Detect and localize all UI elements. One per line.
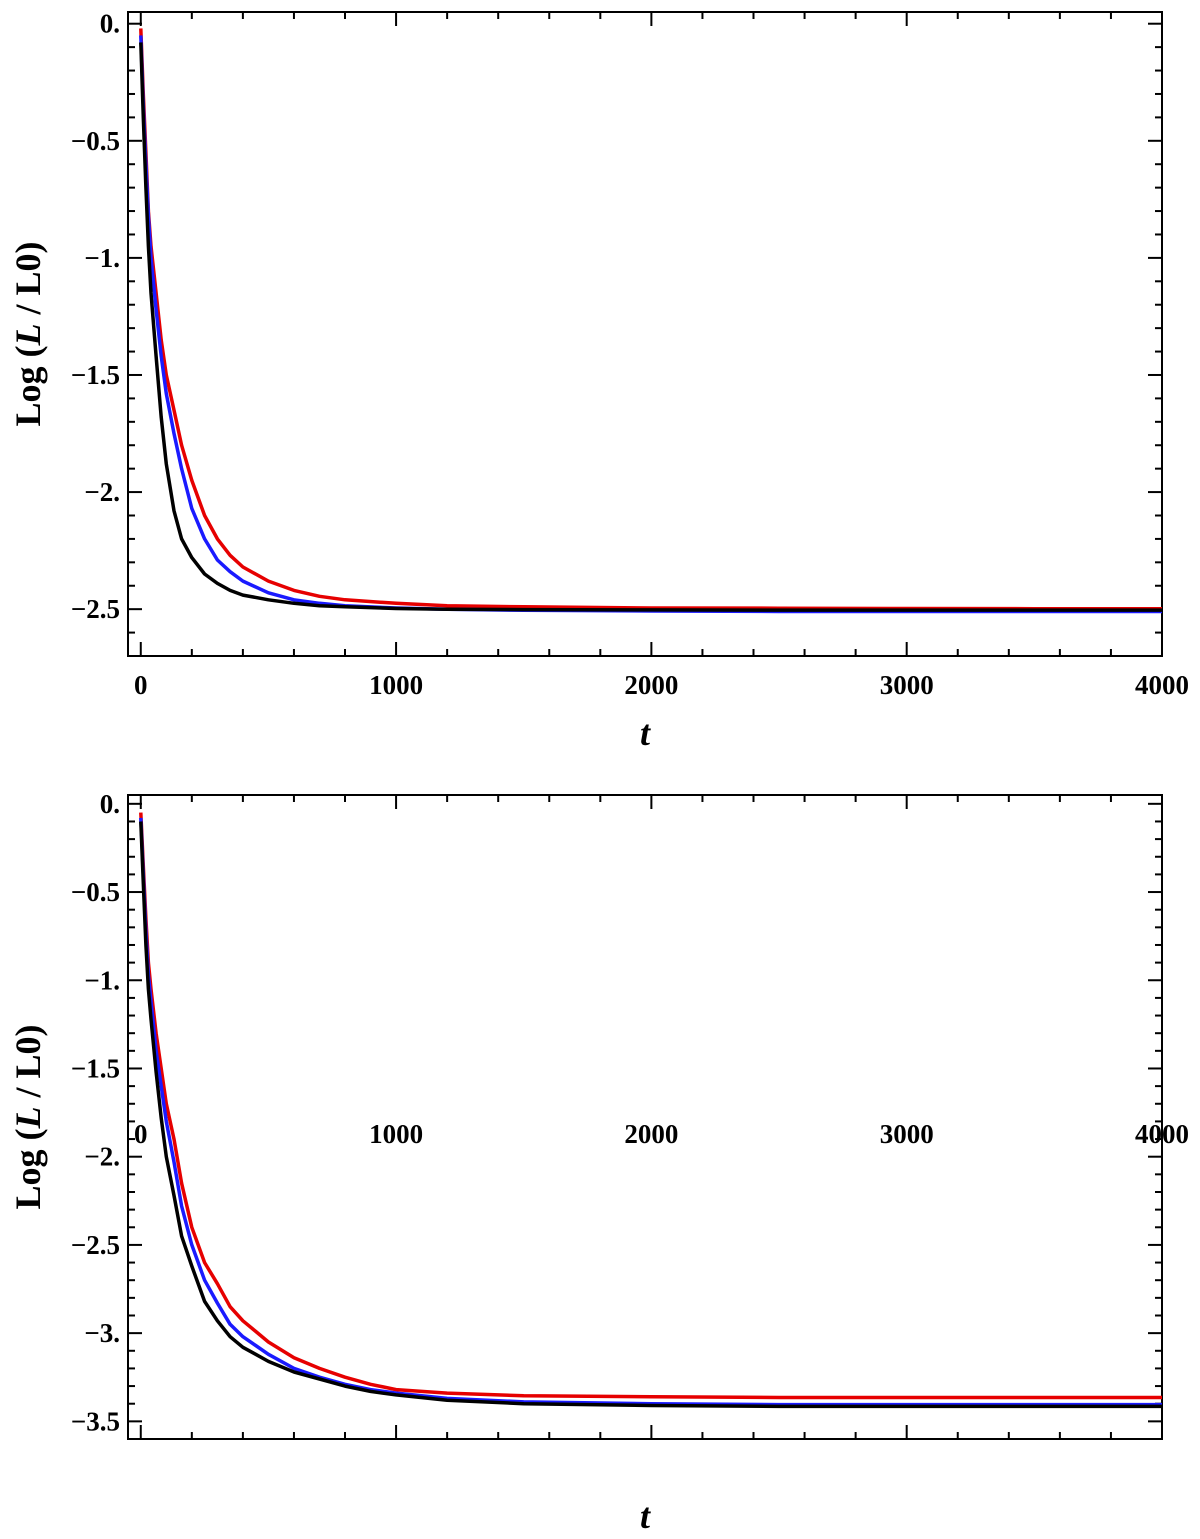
- y-tick-label: −1.5: [71, 360, 120, 390]
- y-tick-label: −1.5: [71, 1053, 120, 1083]
- plot-frame: [127, 11, 1163, 657]
- series-line-2: [139, 821, 1162, 1409]
- y-tick-label: −2.: [84, 477, 120, 507]
- y-tick-label: −1.: [84, 243, 120, 273]
- chart-bottom: 0 1000 2000 3000 4000 0. −0.5 −1. −1.5 −2. −2.5 −3.…: [8, 789, 1189, 1536]
- x-tick-label: 4000: [1135, 670, 1189, 700]
- x-tick-label: 1000: [369, 1119, 423, 1149]
- series-line-1: [139, 817, 1162, 1407]
- y-tick-label: −0.5: [71, 126, 120, 156]
- x-tick-label: 2000: [624, 1119, 678, 1149]
- x-axis-label: t: [640, 1496, 651, 1536]
- y-tick-label: 0.: [100, 789, 120, 819]
- plot-frame: [127, 794, 1163, 1440]
- y-tick-label: −2.5: [71, 594, 120, 624]
- series-line-2: [139, 42, 1162, 612]
- y-tick-label: −2.5: [71, 1230, 120, 1260]
- y-axis-label: Log (L / L0): [8, 1024, 48, 1209]
- y-tick-label: −0.5: [71, 877, 120, 907]
- y-tick-label: −3.5: [71, 1406, 120, 1436]
- x-tick-label: 0: [134, 670, 148, 700]
- y-tick-label: 0.: [100, 9, 120, 39]
- x-tick-label: 3000: [880, 670, 934, 700]
- y-tick-label: −3.: [84, 1318, 120, 1348]
- y-tick-label: −2.: [84, 1142, 120, 1172]
- y-axis-label: Log (L / L0): [8, 241, 48, 426]
- x-axis-label: t: [640, 713, 651, 753]
- x-tick-label: 0: [134, 1119, 148, 1149]
- x-tick-label: 4000: [1135, 1119, 1189, 1149]
- x-tick-label: 2000: [624, 670, 678, 700]
- chart-top: 0 1000 2000 3000 4000 0. −0.5 −1. −1.5 −2. −2.5 t Lo…: [8, 9, 1189, 753]
- x-tick-label: 1000: [369, 670, 423, 700]
- y-tick-label: −1.: [84, 965, 120, 995]
- x-tick-label: 3000: [880, 1119, 934, 1149]
